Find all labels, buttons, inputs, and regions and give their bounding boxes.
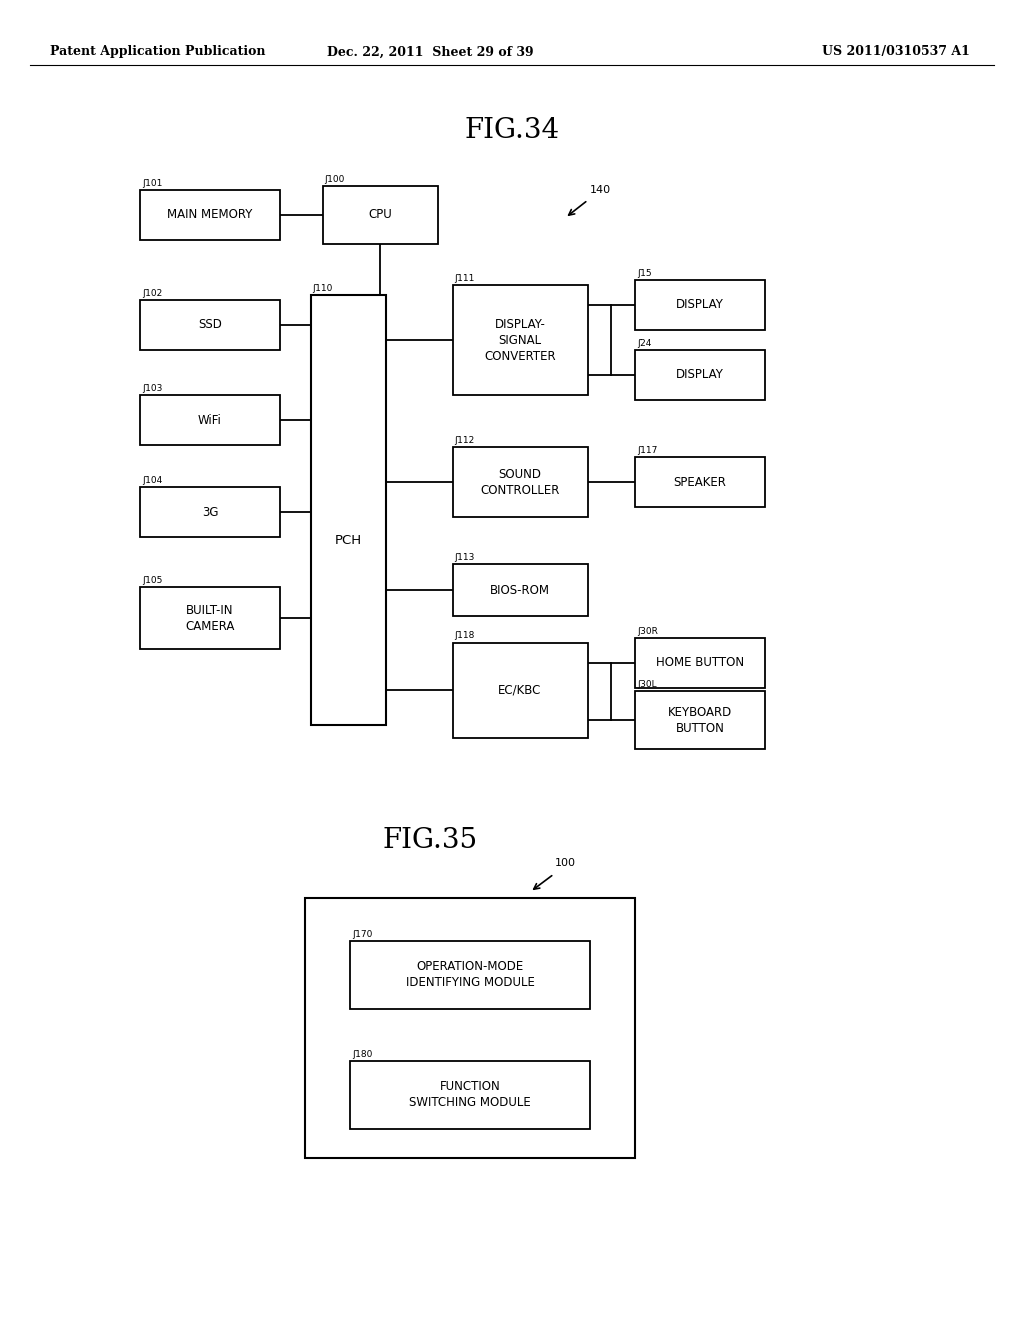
Bar xyxy=(305,898,635,1158)
Bar xyxy=(635,280,765,330)
Text: 140: 140 xyxy=(590,185,611,195)
Bar xyxy=(140,395,280,445)
Bar xyxy=(635,350,765,400)
Text: FUNCTION
SWITCHING MODULE: FUNCTION SWITCHING MODULE xyxy=(410,1081,530,1110)
Text: DISPLAY-
SIGNAL
CONVERTER: DISPLAY- SIGNAL CONVERTER xyxy=(484,318,556,363)
Text: Patent Application Publication: Patent Application Publication xyxy=(50,45,265,58)
Text: ʃ117: ʃ117 xyxy=(637,446,657,455)
Text: ʃ105: ʃ105 xyxy=(142,576,163,585)
Bar xyxy=(453,643,588,738)
Text: Dec. 22, 2011  Sheet 29 of 39: Dec. 22, 2011 Sheet 29 of 39 xyxy=(327,45,534,58)
Bar xyxy=(140,190,280,240)
Text: HOME BUTTON: HOME BUTTON xyxy=(656,656,744,669)
Text: ʃ30R: ʃ30R xyxy=(637,627,657,636)
Text: ʃ180: ʃ180 xyxy=(352,1049,373,1059)
Text: ʃ113: ʃ113 xyxy=(455,553,475,562)
Text: ʃ110: ʃ110 xyxy=(312,284,333,293)
Text: ʃ112: ʃ112 xyxy=(455,436,475,445)
Text: SOUND
CONTROLLER: SOUND CONTROLLER xyxy=(480,467,560,496)
Text: DISPLAY: DISPLAY xyxy=(676,298,724,312)
Text: ʃ170: ʃ170 xyxy=(352,931,373,939)
Text: SPEAKER: SPEAKER xyxy=(674,475,726,488)
Text: PCH: PCH xyxy=(335,533,361,546)
Bar xyxy=(635,638,765,688)
Text: ʃ102: ʃ102 xyxy=(142,289,162,298)
Text: ʃ111: ʃ111 xyxy=(455,275,475,282)
Text: OPERATION-MODE
IDENTIFYING MODULE: OPERATION-MODE IDENTIFYING MODULE xyxy=(406,961,535,990)
Text: ʃ30L: ʃ30L xyxy=(637,680,656,689)
Bar xyxy=(635,457,765,507)
Bar xyxy=(453,564,588,616)
Bar xyxy=(635,690,765,748)
Text: DISPLAY: DISPLAY xyxy=(676,368,724,381)
Text: US 2011/0310537 A1: US 2011/0310537 A1 xyxy=(822,45,970,58)
Bar xyxy=(310,294,385,725)
Bar xyxy=(140,300,280,350)
Text: BIOS-ROM: BIOS-ROM xyxy=(490,583,550,597)
Text: ʃ15: ʃ15 xyxy=(637,269,651,279)
Bar xyxy=(350,941,590,1008)
Text: CPU: CPU xyxy=(368,209,392,222)
Text: ʃ100: ʃ100 xyxy=(325,176,345,183)
Text: 100: 100 xyxy=(555,858,575,869)
Text: KEYBOARD
BUTTON: KEYBOARD BUTTON xyxy=(668,705,732,734)
Bar xyxy=(453,285,588,395)
Bar xyxy=(453,447,588,517)
Text: WiFi: WiFi xyxy=(198,413,222,426)
Text: BUILT-IN
CAMERA: BUILT-IN CAMERA xyxy=(185,603,234,632)
Text: FIG.34: FIG.34 xyxy=(465,116,559,144)
Text: MAIN MEMORY: MAIN MEMORY xyxy=(167,209,253,222)
Text: EC/KBC: EC/KBC xyxy=(499,684,542,697)
Text: ʃ101: ʃ101 xyxy=(142,180,163,187)
Bar xyxy=(350,1061,590,1129)
Bar xyxy=(140,487,280,537)
Text: ʃ104: ʃ104 xyxy=(142,477,162,484)
Text: ʃ103: ʃ103 xyxy=(142,384,163,393)
Text: ʃ118: ʃ118 xyxy=(455,631,475,640)
Text: SSD: SSD xyxy=(198,318,222,331)
Bar xyxy=(140,587,280,649)
Bar xyxy=(323,186,437,244)
Text: 3G: 3G xyxy=(202,506,218,519)
Text: ʃ24: ʃ24 xyxy=(637,339,651,348)
Text: FIG.35: FIG.35 xyxy=(382,826,477,854)
